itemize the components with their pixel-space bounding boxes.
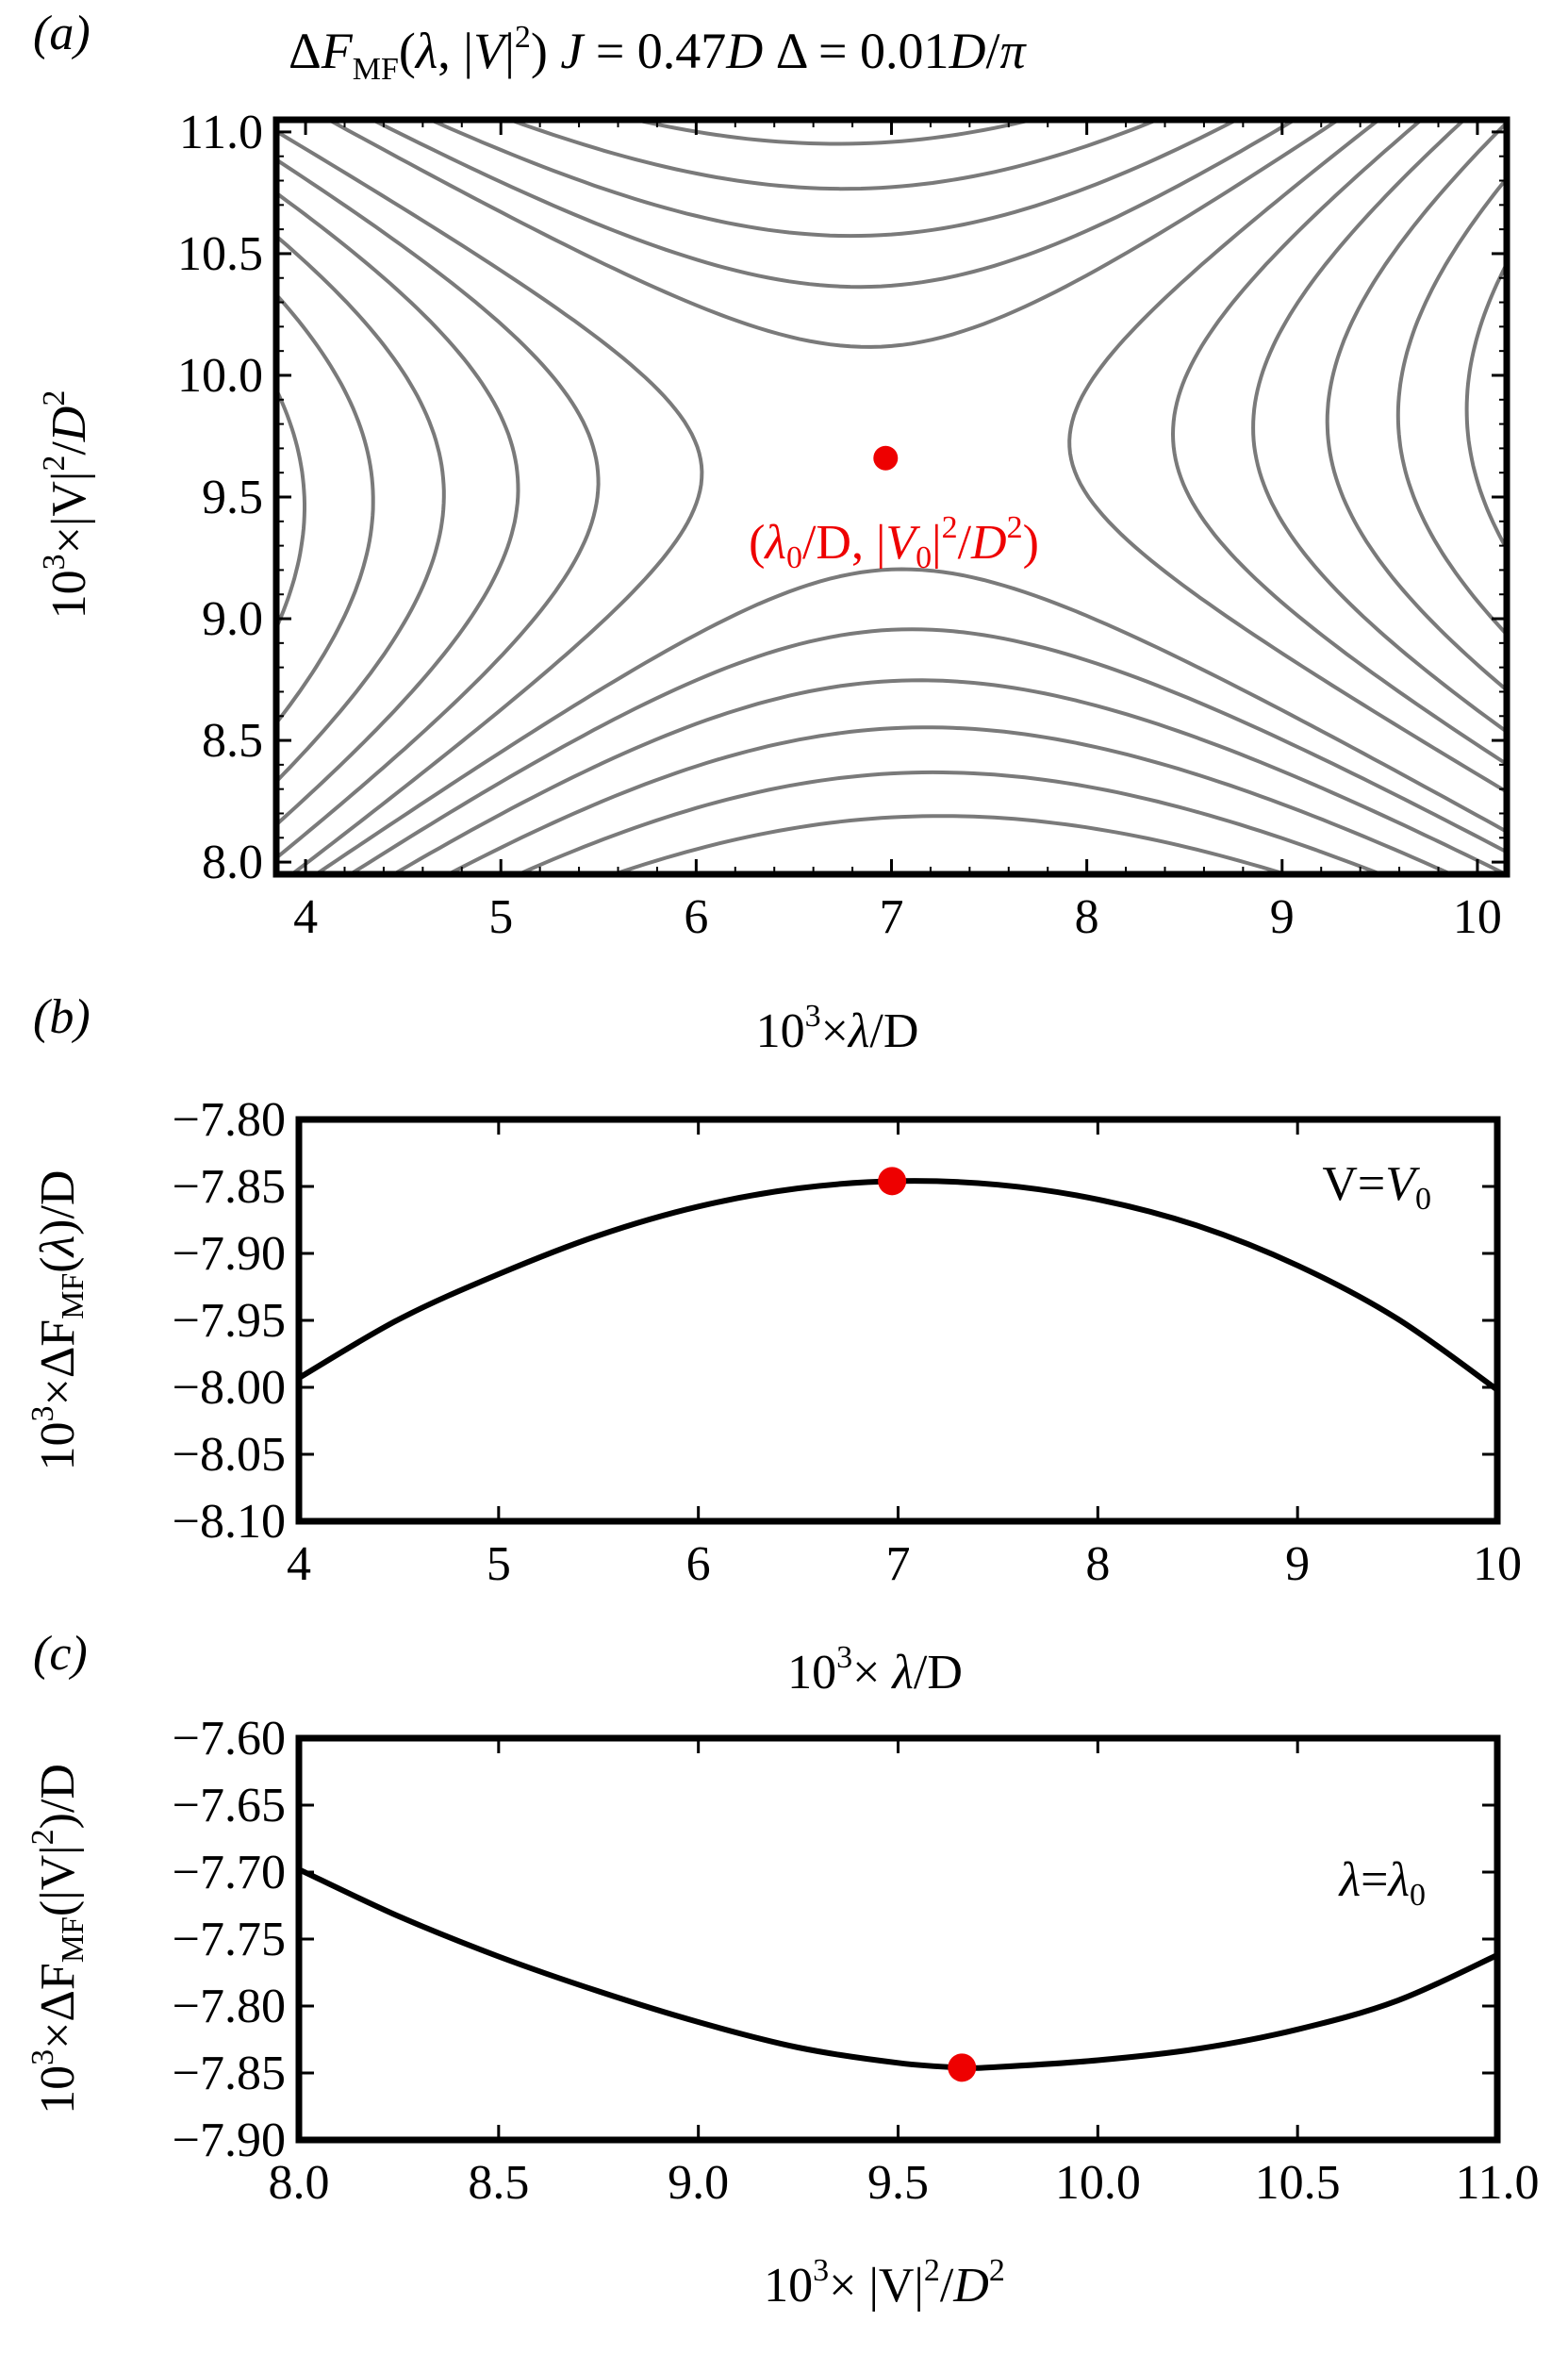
panel-b-y-tick-label: −7.95	[173, 1294, 286, 1348]
panel-c: (c) 8.0 8.5 9.0 9.5 10.0 10.5 11.0 −7.60−7.65−…	[25, 1627, 1540, 2313]
contour-line	[276, 385, 306, 633]
panel-b-annotation: V=V0	[1322, 1157, 1431, 1217]
panel-b-x-tick-label: 10	[1473, 1537, 1522, 1591]
panel-c-x-tick-label: 8.0	[269, 2156, 330, 2210]
panel-c-min-marker	[948, 2053, 977, 2082]
panel-c-x-tick-label: 9.5	[867, 2156, 929, 2210]
panel-c-x-tick-label: 9.0	[668, 2156, 729, 2210]
panel-b-x-tick-label: 4	[287, 1537, 311, 1591]
panel-c-x-tick-label: 8.5	[468, 2156, 529, 2210]
panel-b-y-tick-label: −7.80	[173, 1093, 286, 1147]
contour-line	[1067, 120, 1507, 794]
panel-a-y-tick-label: 10.0	[177, 349, 263, 403]
panel-c-ylabel: 103×ΔFMF(|V|2)/D	[25, 1764, 91, 2114]
panel-a-x-tick-label: 4	[293, 890, 318, 944]
panel-c-x-tick-label: 10.5	[1255, 2156, 1341, 2210]
contour-line	[276, 191, 520, 828]
saddle-point-marker	[873, 445, 899, 471]
contour-line	[1464, 259, 1507, 553]
panel-c-y-tick-label: −7.90	[173, 2114, 286, 2167]
contour-line	[324, 120, 1343, 349]
panel-b-xlabel: 103× λ/D	[787, 1640, 963, 1699]
panel-b-x-tick-label: 7	[886, 1537, 911, 1591]
contour-line	[368, 120, 1298, 290]
contour-line	[276, 157, 601, 861]
panel-c-y-tick-label: −7.60	[173, 1712, 286, 1766]
panel-c-xlabel: 103× |V|2/D2	[764, 2253, 1005, 2313]
panel-c-y-tick-label: −7.70	[173, 1846, 286, 1899]
panel-a-y-tick-label: 11.0	[179, 106, 263, 159]
panel-c-y-tick-label: −7.65	[173, 1779, 286, 1832]
panel-a-xlabel: 103×λ/D	[756, 999, 919, 1058]
panel-b-tag: (b)	[33, 990, 91, 1044]
saddle-point-label: (λ0/D, |V0|2/D2)	[749, 510, 1039, 575]
panel-a-y-tick-label: 9.0	[202, 592, 263, 646]
panel-a-y-tick-label: 8.5	[202, 714, 263, 768]
panel-b-curve	[297, 1178, 1499, 1393]
panel-b-x-tick-label: 9	[1285, 1537, 1310, 1591]
panel-a-ylabel: 103×|V|2/D2	[37, 390, 96, 620]
contour-line	[608, 814, 1292, 874]
panel-b-y-tick-label: −7.85	[173, 1160, 286, 1214]
contour-line	[1251, 120, 1507, 735]
panel-b: (b) 4 5 6 7 8 9 10 −7.80 −7.85 −7.90 −7.95 −8.00 −8…	[25, 990, 1522, 1699]
panel-a-y-ticks: 8.0 8.5 9.0 9.5 10.0 10.5 11.0	[177, 106, 1507, 889]
panel-b-x-tick-label: 6	[686, 1537, 711, 1591]
contour-line	[1325, 120, 1507, 693]
panel-b-y-tick-label: −8.00	[173, 1361, 286, 1415]
contour-line	[276, 128, 704, 874]
panel-a-x-tick-label: 10	[1453, 890, 1502, 944]
contour-line	[444, 725, 1456, 874]
panel-c-frame	[295, 1734, 1501, 2144]
contour-line	[514, 770, 1386, 874]
panel-a-x-tick-label: 6	[684, 890, 708, 944]
panel-a-title: ΔFMF(λ, |V|2) J = 0.47D Δ = 0.01D/π	[289, 20, 1028, 87]
contour-line	[425, 120, 1241, 239]
panel-c-annotation: λ=λ0	[1338, 1853, 1426, 1913]
panel-c-x-tick-label: 10.0	[1055, 2156, 1141, 2210]
panel-c-curve	[297, 1866, 1499, 2071]
contour-line	[389, 678, 1507, 874]
contour-line	[276, 291, 375, 726]
panel-c-y-tick-label: −7.85	[173, 2047, 286, 2100]
panel-b-x-tick-label: 5	[487, 1537, 511, 1591]
panel-c-y-tick-label: −7.80	[173, 1980, 286, 2033]
panel-c-x-tick-label: 11.0	[1455, 2156, 1539, 2210]
contour-line	[504, 120, 1163, 191]
panel-b-y-tick-label: −7.90	[173, 1227, 286, 1281]
contour-lines	[276, 120, 1507, 874]
contour-line	[627, 120, 1040, 146]
panel-b-y-tick-label: −8.10	[173, 1495, 286, 1549]
panel-a-x-tick-label: 9	[1270, 890, 1295, 944]
panel-c-x-ticks: 8.0 8.5 9.0 9.5 10.0 10.5 11.0	[269, 1738, 1540, 2210]
panel-a-tag: (a)	[33, 7, 91, 60]
panel-a-x-tick-label: 7	[880, 890, 904, 944]
panel-b-x-ticks: 4 5 6 7 8 9 10	[287, 1119, 1522, 1591]
panel-b-x-tick-label: 8	[1085, 1537, 1110, 1591]
panel-c-y-tick-label: −7.75	[173, 1913, 286, 1966]
panel-b-ylabel: 103×ΔFMF(λ)/D	[25, 1169, 91, 1470]
contour-line	[1170, 120, 1507, 767]
panel-a: (a) ΔFMF(λ, |V|2) J = 0.47D Δ = 0.01D/π …	[33, 7, 1510, 1058]
panel-b-max-marker	[878, 1167, 907, 1196]
panel-a-y-tick-label: 8.0	[202, 836, 263, 889]
panel-b-y-tick-label: −8.05	[173, 1428, 286, 1482]
panel-b-y-ticks: −7.80 −7.85 −7.90 −7.95 −8.00 −8.05 −8.10	[173, 1093, 1497, 1549]
panel-c-y-ticks: −7.60 −7.65 −7.70 −7.75 −7.80 −7.85 −7.90	[173, 1712, 1497, 2167]
contour-line	[276, 233, 446, 785]
panel-a-x-tick-label: 8	[1075, 890, 1099, 944]
panel-a-y-tick-label: 10.5	[177, 227, 263, 281]
panel-c-tag: (c)	[33, 1627, 88, 1681]
contour-line	[1395, 174, 1507, 638]
contour-line	[312, 567, 1507, 874]
panel-a-x-tick-label: 5	[488, 890, 513, 944]
panel-a-x-ticks: 4 5 6 7 8 9 10	[293, 120, 1502, 944]
panel-a-y-tick-label: 9.5	[202, 471, 263, 524]
contour-line	[346, 627, 1507, 874]
